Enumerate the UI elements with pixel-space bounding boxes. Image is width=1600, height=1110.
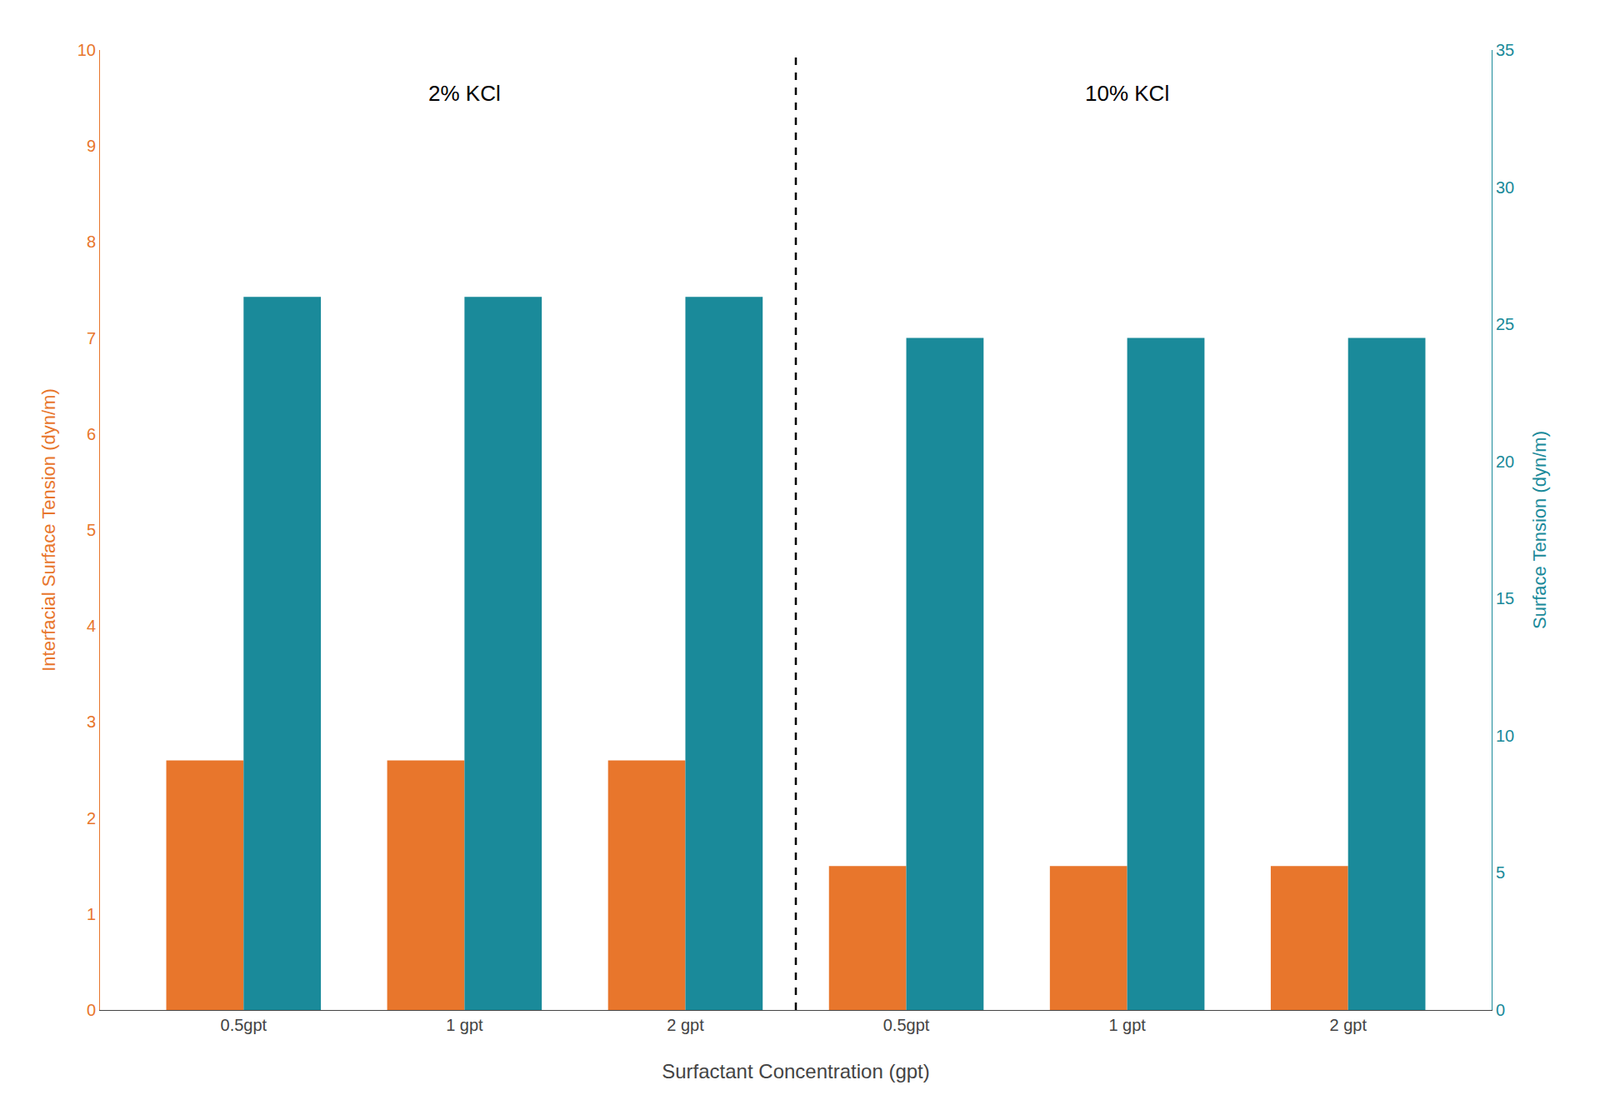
svg-text:7: 7 [86, 329, 96, 348]
svg-text:10: 10 [1495, 726, 1515, 745]
svg-text:3: 3 [86, 712, 96, 731]
svg-text:6: 6 [86, 425, 96, 444]
svg-text:0.5gpt: 0.5gpt [220, 1015, 267, 1035]
svg-text:0.5gpt: 0.5gpt [883, 1015, 930, 1035]
svg-text:Interfacial Surface Tension (d: Interfacial Surface Tension (dyn/m) [38, 388, 60, 672]
svg-text:0: 0 [86, 1000, 96, 1020]
svg-text:10: 10 [77, 40, 96, 60]
svg-text:4: 4 [86, 616, 96, 635]
svg-text:Surfactant Concentration (gpt): Surfactant Concentration (gpt) [661, 1060, 930, 1083]
svg-text:15: 15 [1495, 589, 1515, 608]
svg-text:2: 2 [86, 809, 96, 828]
svg-text:2% KCl: 2% KCl [428, 80, 501, 106]
svg-text:2 gpt: 2 gpt [1329, 1015, 1367, 1035]
svg-text:8: 8 [86, 232, 96, 251]
svg-text:35: 35 [1495, 40, 1515, 60]
svg-text:1: 1 [86, 905, 96, 924]
svg-text:Surface Tension (dyn/m): Surface Tension (dyn/m) [1529, 430, 1550, 630]
svg-text:5: 5 [1495, 863, 1505, 882]
svg-text:2 gpt: 2 gpt [666, 1015, 705, 1035]
svg-text:10% KCl: 10% KCl [1085, 80, 1170, 106]
svg-text:30: 30 [1495, 178, 1515, 197]
svg-text:0: 0 [1495, 1000, 1505, 1020]
svg-text:1 gpt: 1 gpt [1108, 1015, 1146, 1035]
svg-text:5: 5 [86, 520, 96, 540]
svg-text:25: 25 [1495, 315, 1515, 334]
svg-text:20: 20 [1495, 452, 1515, 471]
svg-text:9: 9 [86, 136, 96, 155]
svg-text:1 gpt: 1 gpt [445, 1015, 484, 1035]
